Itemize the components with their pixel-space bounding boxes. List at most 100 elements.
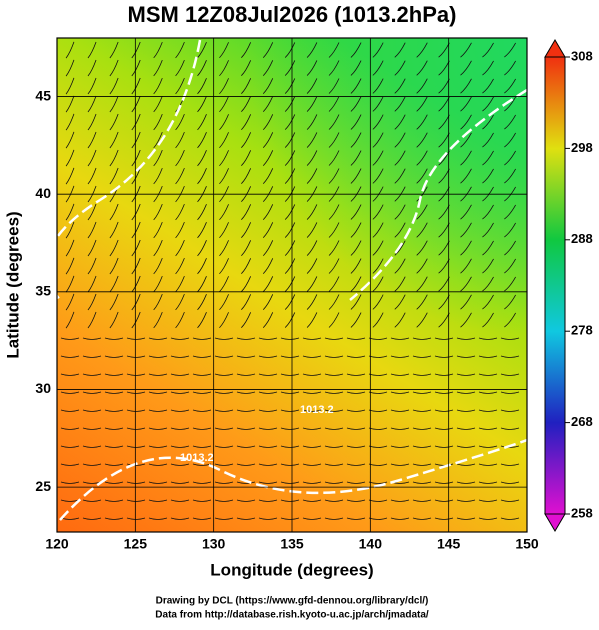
streamline xyxy=(197,186,207,203)
streamline xyxy=(504,276,516,292)
streamline xyxy=(65,185,75,203)
streamline xyxy=(131,311,141,329)
streamline xyxy=(500,481,520,484)
streamline xyxy=(302,481,322,484)
streamline xyxy=(328,240,340,256)
streamline xyxy=(456,427,476,430)
streamline xyxy=(241,258,252,274)
x-tick-label: 145 xyxy=(437,536,461,552)
streamline xyxy=(500,427,520,430)
streamline xyxy=(219,96,229,113)
streamline xyxy=(306,96,318,112)
streamline xyxy=(306,258,318,274)
streamline xyxy=(324,373,344,376)
streamline xyxy=(258,373,278,376)
streamline xyxy=(280,373,300,376)
streamline xyxy=(328,204,340,220)
streamline xyxy=(328,150,340,166)
streamline xyxy=(504,132,516,148)
streamline xyxy=(262,294,274,310)
streamline xyxy=(153,41,163,59)
streamline xyxy=(197,132,207,149)
streamline xyxy=(416,78,428,94)
streamline xyxy=(478,373,498,376)
streamline xyxy=(456,409,476,412)
streamline xyxy=(328,60,340,76)
streamline xyxy=(60,427,80,430)
streamline xyxy=(284,114,296,130)
streamline xyxy=(258,463,278,466)
streamline xyxy=(416,60,428,76)
streamline xyxy=(434,373,454,376)
streamline xyxy=(372,114,384,130)
streamline xyxy=(328,258,340,274)
streamline xyxy=(175,149,185,167)
streamline xyxy=(350,150,362,166)
streamline xyxy=(65,131,75,149)
streamline xyxy=(131,149,141,167)
streamline xyxy=(236,499,256,502)
streamline xyxy=(65,95,75,113)
streamline xyxy=(65,59,75,77)
streamline xyxy=(434,409,454,412)
streamline xyxy=(306,132,318,148)
streamline xyxy=(175,185,185,203)
streamline xyxy=(82,373,102,376)
streamline xyxy=(460,240,472,256)
streamline xyxy=(434,499,454,502)
streamline xyxy=(126,409,146,412)
streamline xyxy=(504,294,516,310)
streamline xyxy=(478,337,498,340)
streamline xyxy=(350,186,362,202)
streamline xyxy=(280,517,300,520)
streamline xyxy=(82,409,102,412)
streamline xyxy=(478,355,498,358)
streamline xyxy=(197,78,207,95)
streamline xyxy=(284,60,296,76)
streamline xyxy=(324,445,344,448)
streamline xyxy=(262,150,274,166)
streamline xyxy=(478,481,498,484)
streamline xyxy=(65,311,75,329)
streamline xyxy=(219,114,229,131)
streamline xyxy=(460,276,472,292)
streamline xyxy=(328,132,340,148)
streamline xyxy=(126,391,146,394)
colorbar xyxy=(544,56,566,515)
streamline xyxy=(416,294,428,310)
streamline xyxy=(65,167,75,185)
streamline xyxy=(390,391,410,394)
streamline xyxy=(284,186,296,202)
streamline xyxy=(153,131,163,149)
streamline xyxy=(109,131,119,149)
streamline xyxy=(456,391,476,394)
streamline xyxy=(131,77,141,95)
streamline xyxy=(175,113,185,131)
streamline xyxy=(241,132,252,148)
streamline xyxy=(148,409,168,412)
streamline xyxy=(306,294,318,310)
streamline xyxy=(416,168,428,184)
streamline xyxy=(153,293,163,311)
streamline xyxy=(87,311,97,329)
streamline xyxy=(280,355,300,358)
streamline xyxy=(394,204,406,220)
streamline xyxy=(456,517,476,520)
streamline xyxy=(350,60,362,76)
field: 1013.2 1013.2 xyxy=(57,38,527,532)
streamline xyxy=(394,114,406,130)
streamline xyxy=(482,294,494,310)
x-tick-label: 120 xyxy=(45,536,69,552)
streamline xyxy=(500,463,520,466)
streamline xyxy=(482,42,494,58)
streamline xyxy=(456,355,476,358)
streamline xyxy=(390,355,410,358)
x-tick-label: 135 xyxy=(280,536,304,552)
streamline xyxy=(175,257,185,275)
streamline xyxy=(416,114,428,130)
streamline xyxy=(65,149,75,167)
streamline xyxy=(60,445,80,448)
streamline xyxy=(192,427,212,430)
streamline xyxy=(241,168,252,184)
streamline xyxy=(236,517,256,520)
